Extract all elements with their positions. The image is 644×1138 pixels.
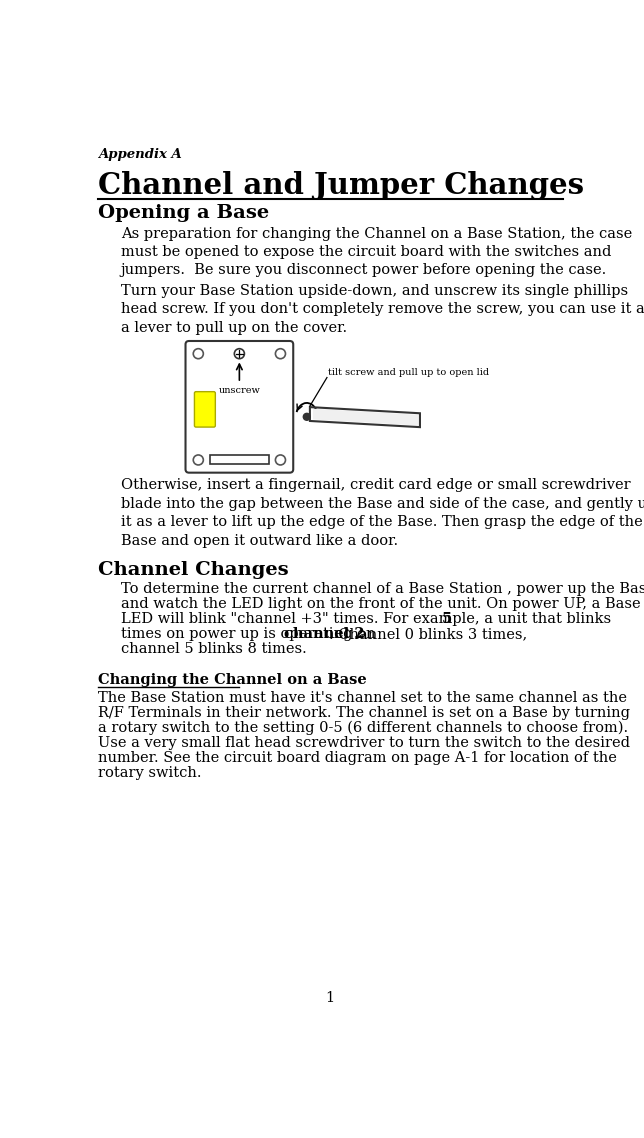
- Text: 1: 1: [325, 991, 335, 1005]
- Text: Appendix A: Appendix A: [97, 148, 182, 162]
- Text: Channel and Jumper Changes: Channel and Jumper Changes: [97, 171, 583, 200]
- Text: Changing the Channel on a Base: Changing the Channel on a Base: [97, 673, 366, 687]
- Text: a rotary switch to the setting 0-5 (6 different channels to choose from).: a rotary switch to the setting 0-5 (6 di…: [97, 720, 628, 735]
- FancyBboxPatch shape: [185, 341, 293, 472]
- Text: Channel Changes: Channel Changes: [97, 561, 288, 579]
- Text: The Base Station must have it's channel set to the same channel as the: The Base Station must have it's channel …: [97, 691, 627, 704]
- Text: Turn your Base Station upside-down, and unscrew its single phillips
head screw. : Turn your Base Station upside-down, and …: [121, 284, 644, 335]
- Text: R/F Terminals in their network. The channel is set on a Base by turning: R/F Terminals in their network. The chan…: [97, 706, 630, 719]
- Text: unscrew: unscrew: [218, 386, 260, 395]
- Text: 5: 5: [442, 612, 452, 626]
- Text: channel 2: channel 2: [283, 627, 365, 642]
- Text: rotary switch.: rotary switch.: [97, 766, 201, 780]
- Text: channel 5 blinks 8 times.: channel 5 blinks 8 times.: [121, 643, 307, 657]
- Text: LED will blink "channel +3" times. For example, a unit that blinks: LED will blink "channel +3" times. For e…: [121, 612, 616, 626]
- FancyBboxPatch shape: [194, 391, 215, 427]
- Text: times on power up is operating on: times on power up is operating on: [121, 627, 380, 642]
- Text: Opening a Base: Opening a Base: [97, 204, 269, 222]
- Text: number. See the circuit board diagram on page A-1 for location of the: number. See the circuit board diagram on…: [97, 751, 616, 765]
- Bar: [210, 455, 269, 464]
- Text: As preparation for changing the Channel on a Base Station, the case
must be open: As preparation for changing the Channel …: [121, 226, 632, 278]
- Circle shape: [303, 413, 310, 420]
- Polygon shape: [313, 409, 419, 426]
- Text: . Channel 0 blinks 3 times,: . Channel 0 blinks 3 times,: [329, 627, 527, 642]
- Text: and watch the LED light on the front of the unit. On power UP, a Base: and watch the LED light on the front of …: [121, 597, 640, 611]
- Text: Otherwise, insert a fingernail, credit card edge or small screwdriver
blade into: Otherwise, insert a fingernail, credit c…: [121, 478, 644, 547]
- Text: tilt screw and pull up to open lid: tilt screw and pull up to open lid: [328, 368, 489, 377]
- Text: To determine the current channel of a Base Station , power up the Base: To determine the current channel of a Ba…: [121, 583, 644, 596]
- Text: Use a very small flat head screwdriver to turn the switch to the desired: Use a very small flat head screwdriver t…: [97, 735, 630, 750]
